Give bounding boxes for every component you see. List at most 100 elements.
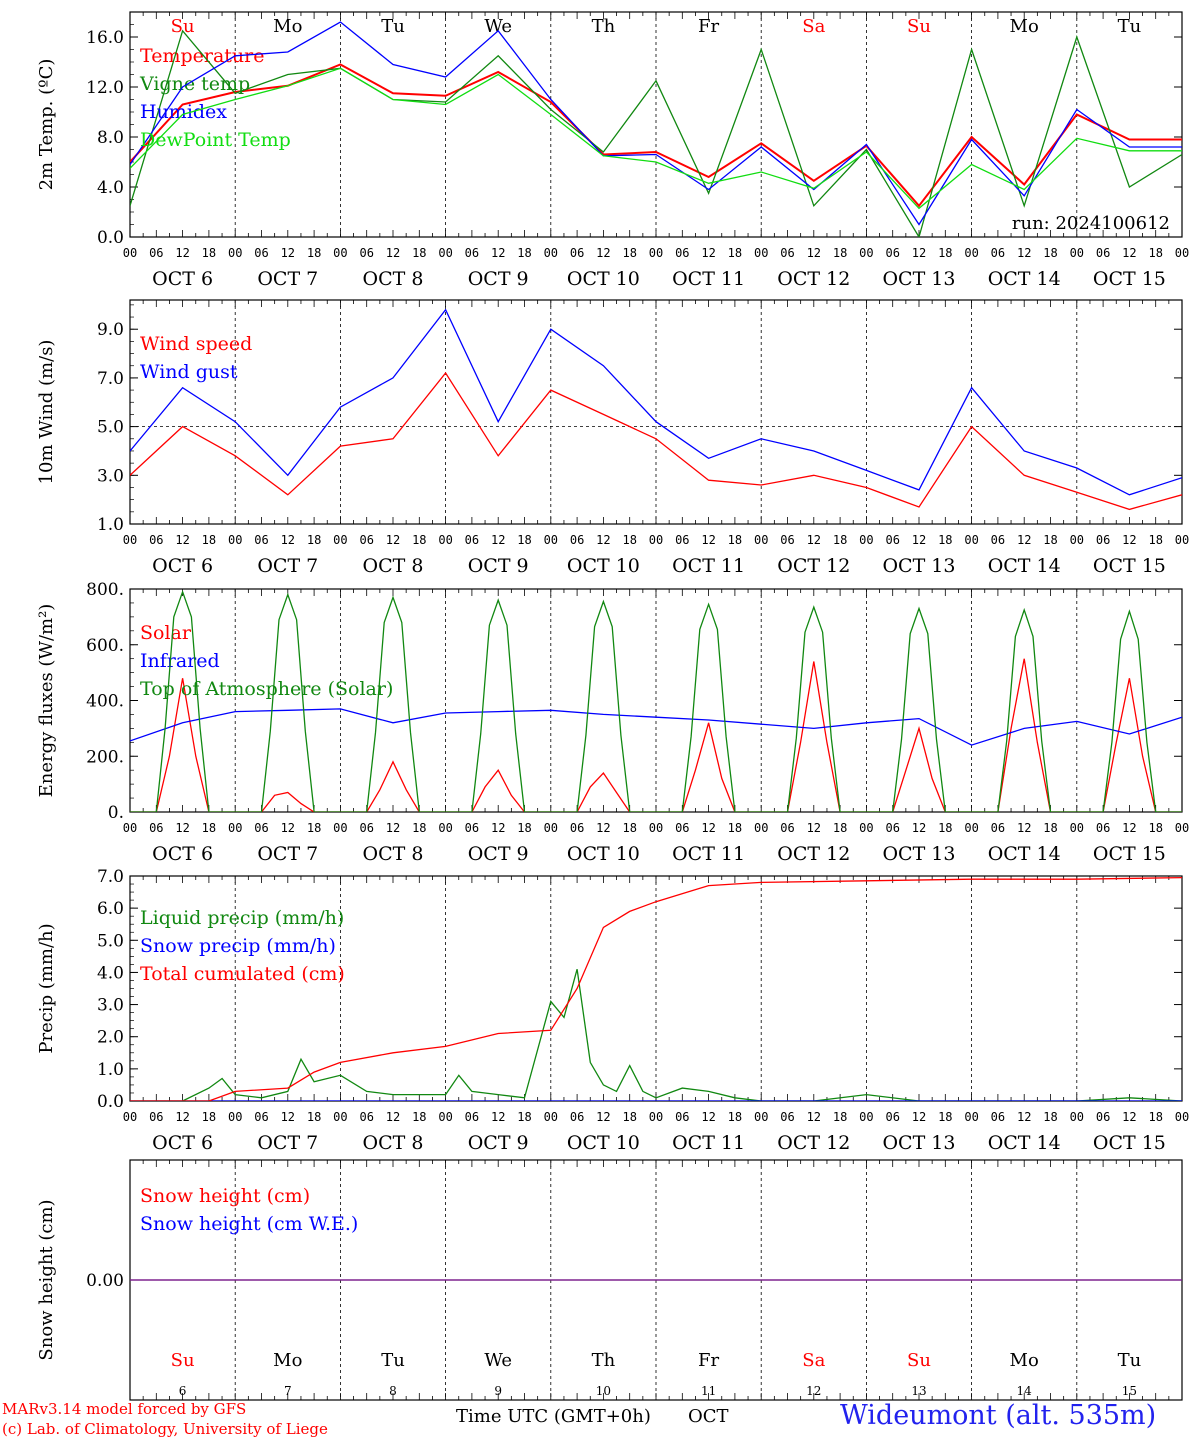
hour-tick-label: 00 — [964, 821, 978, 835]
hour-tick-label: 18 — [202, 821, 216, 835]
hour-tick-label: 00 — [123, 533, 137, 547]
hour-tick-label: 00 — [333, 1110, 347, 1124]
hour-tick-label: 18 — [1043, 246, 1057, 260]
hour-tick-label: 18 — [307, 533, 321, 547]
date-label: OCT 15 — [1093, 843, 1166, 865]
hour-tick-label: 06 — [675, 533, 689, 547]
hour-tick-label: 18 — [938, 533, 952, 547]
series-line-dewpoint-temp — [130, 67, 1182, 210]
y-tick-label: 600. — [86, 636, 124, 656]
date-label: OCT 13 — [882, 843, 955, 865]
legend-entry: DewPoint Temp — [140, 129, 291, 151]
hour-tick-label: 18 — [833, 1110, 847, 1124]
date-label: OCT 11 — [672, 555, 745, 577]
hour-tick-label: 00 — [123, 821, 137, 835]
hour-tick-label: 18 — [728, 533, 742, 547]
weekday-label: Tu — [381, 1350, 405, 1371]
hour-tick-label: 00 — [333, 533, 347, 547]
hour-tick-label: 12 — [596, 1110, 610, 1124]
day-number-label: 12 — [806, 1384, 821, 1398]
hour-tick-label: 12 — [1122, 821, 1136, 835]
hour-tick-label: 18 — [728, 246, 742, 260]
hour-tick-label: 18 — [622, 821, 636, 835]
series-line-vigne-temp — [130, 29, 1182, 237]
hour-tick-label: 06 — [149, 821, 163, 835]
y-tick-label: 4.0 — [97, 963, 124, 983]
hour-tick-label: 06 — [570, 533, 584, 547]
y-tick-label: 200. — [86, 747, 124, 767]
hour-tick-label: 18 — [307, 821, 321, 835]
hour-tick-label: 18 — [517, 1110, 531, 1124]
y-tick-label: 0.0 — [97, 1092, 124, 1112]
weekday-label: Sa — [802, 1350, 825, 1371]
hour-tick-label: 18 — [728, 1110, 742, 1124]
weekday-label: Fr — [698, 1350, 719, 1371]
y-tick-label: 16.0 — [86, 28, 124, 48]
series-line-wind-gust — [130, 308, 1182, 496]
hour-tick-label: 18 — [1148, 1110, 1162, 1124]
weekday-label: Th — [592, 16, 616, 37]
hour-tick-label: 12 — [912, 821, 926, 835]
hour-tick-label: 06 — [885, 533, 899, 547]
hour-tick-label: 12 — [175, 821, 189, 835]
series-line-total-cumulated-cm- — [130, 876, 1182, 1101]
hour-tick-label: 00 — [1070, 533, 1084, 547]
hour-tick-label: 06 — [780, 821, 794, 835]
series-line-wind-speed — [130, 371, 1182, 511]
hour-tick-label: 18 — [202, 533, 216, 547]
hour-tick-label: 06 — [991, 821, 1005, 835]
station-title: Wideumont (alt. 535m) — [840, 1400, 1157, 1431]
hour-tick-label: 00 — [333, 821, 347, 835]
date-label: OCT 9 — [468, 843, 529, 865]
y-tick-label: 0.0 — [97, 228, 124, 248]
date-label: OCT 9 — [468, 555, 529, 577]
y-tick-label: 5.0 — [97, 418, 124, 438]
y-tick-label: 12.0 — [86, 78, 124, 98]
weekday-label: Mo — [273, 16, 302, 37]
hour-tick-label: 00 — [1070, 821, 1084, 835]
date-label: OCT 8 — [363, 268, 424, 290]
legend-entry: Vigne temp — [139, 73, 250, 95]
legend-entry: Snow height (cm) — [140, 1185, 310, 1207]
date-label: OCT 6 — [152, 268, 213, 290]
hour-tick-label: 06 — [149, 1110, 163, 1124]
hour-tick-label: 06 — [1096, 821, 1110, 835]
hour-tick-label: 18 — [517, 246, 531, 260]
y-tick-label: 3.0 — [97, 466, 124, 486]
date-label: OCT 13 — [882, 1132, 955, 1154]
y-axis-label: 10m Wind (m/s) — [36, 340, 57, 485]
date-label: OCT 7 — [257, 555, 318, 577]
hour-tick-label: 12 — [491, 1110, 505, 1124]
legend-entry: Top of Atmosphere (Solar) — [140, 678, 393, 700]
y-tick-label: 0. — [108, 803, 124, 823]
hour-tick-label: 00 — [1070, 1110, 1084, 1124]
hour-tick-label: 06 — [1096, 246, 1110, 260]
hour-tick-label: 12 — [807, 821, 821, 835]
hour-tick-label: 18 — [833, 533, 847, 547]
y-tick-label: 3.0 — [97, 996, 124, 1016]
weekday-label: Th — [592, 1350, 616, 1371]
hour-tick-label: 06 — [675, 1110, 689, 1124]
hour-tick-label: 18 — [622, 533, 636, 547]
hour-tick-label: 00 — [1175, 1110, 1189, 1124]
date-label: OCT 10 — [567, 843, 640, 865]
hour-tick-label: 12 — [386, 1110, 400, 1124]
hour-tick-label: 00 — [649, 821, 663, 835]
weekday-label: Mo — [1010, 1350, 1039, 1371]
hour-tick-label: 06 — [1096, 1110, 1110, 1124]
hour-tick-label: 18 — [622, 246, 636, 260]
weekday-label: Su — [907, 16, 931, 37]
day-number-label: 14 — [1017, 1384, 1033, 1398]
hour-tick-label: 18 — [1148, 821, 1162, 835]
hour-tick-label: 12 — [281, 821, 295, 835]
hour-tick-label: 00 — [438, 533, 452, 547]
hour-tick-label: 18 — [833, 821, 847, 835]
weekday-label: Su — [907, 1350, 931, 1371]
hour-tick-label: 06 — [780, 1110, 794, 1124]
hour-tick-label: 06 — [359, 533, 373, 547]
date-label: OCT 14 — [988, 843, 1061, 865]
date-label: OCT 9 — [468, 1132, 529, 1154]
y-tick-label: 7.0 — [97, 369, 124, 389]
hour-tick-label: 12 — [912, 533, 926, 547]
credit-line-2: (c) Lab. of Climatology, University of L… — [2, 1420, 328, 1438]
